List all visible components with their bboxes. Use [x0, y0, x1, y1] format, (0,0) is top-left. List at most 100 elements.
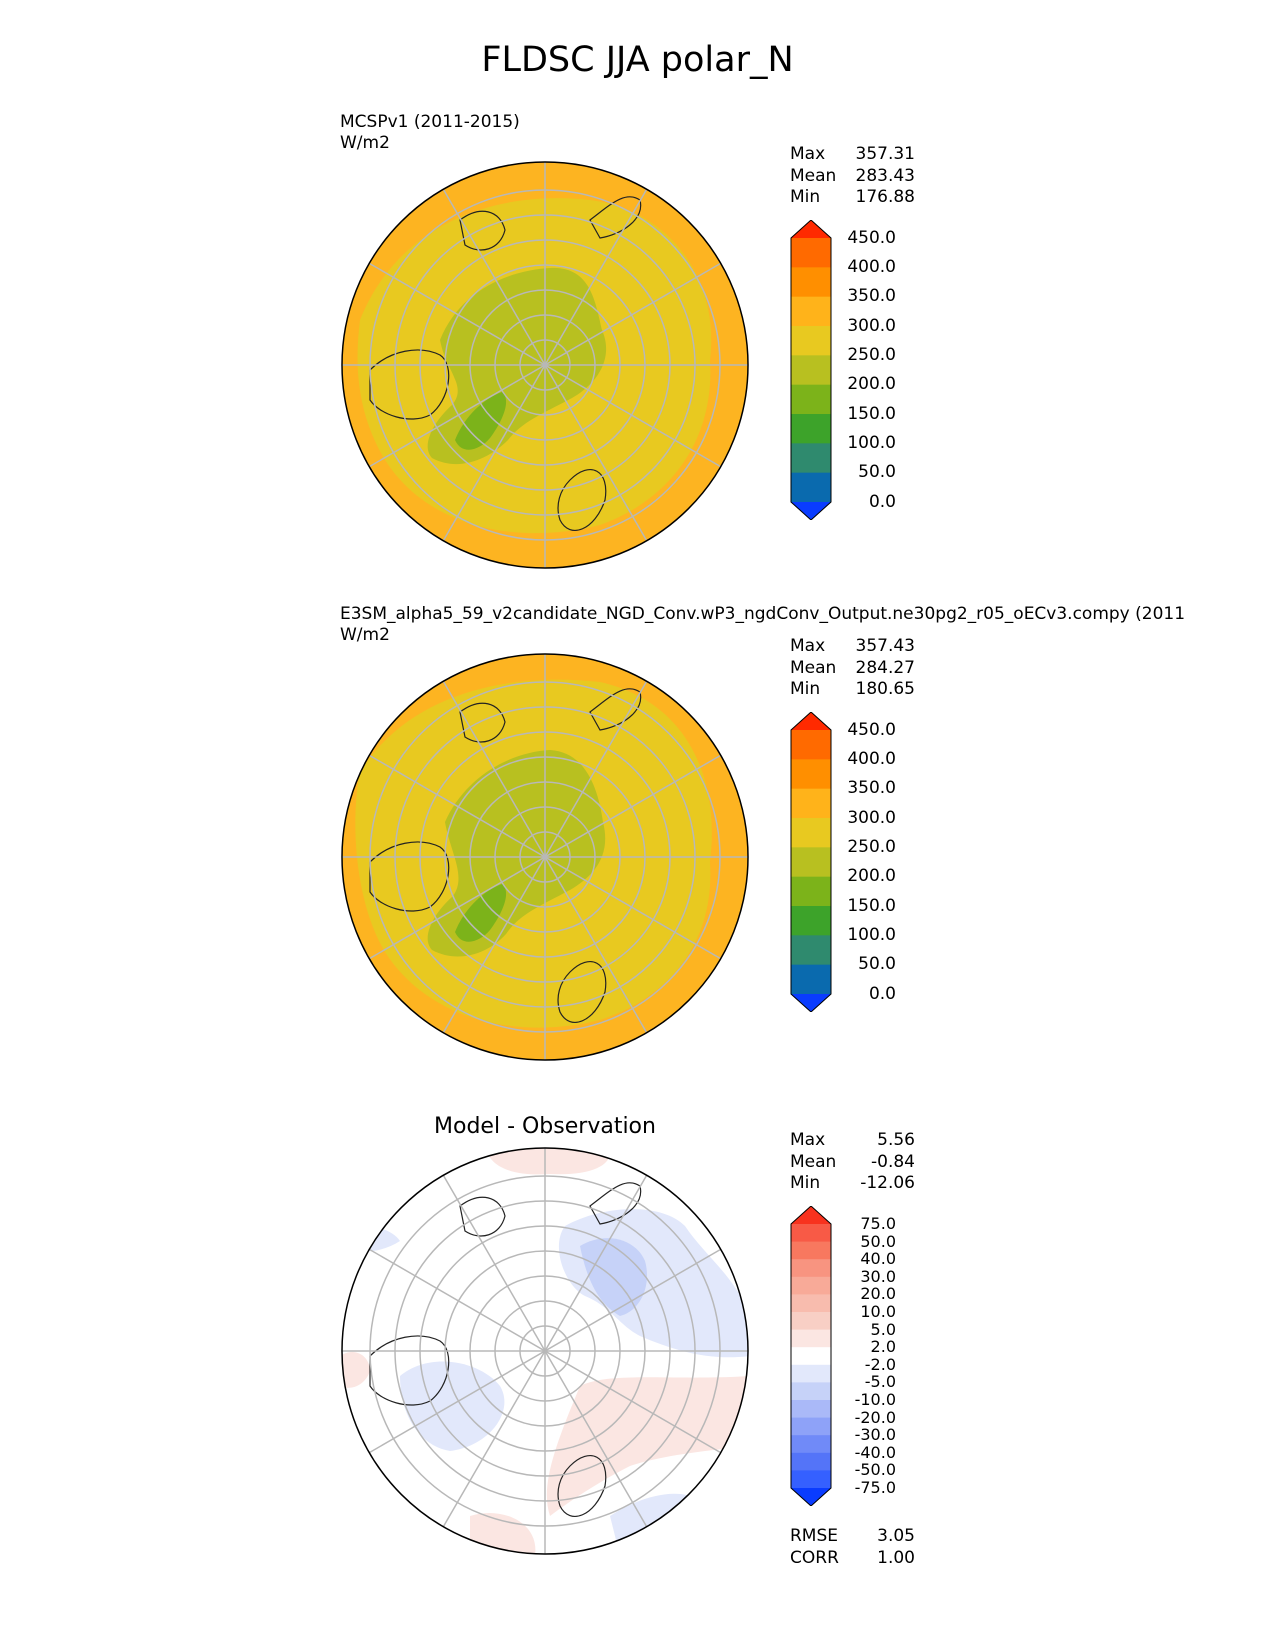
- corr-value: 1.00: [877, 1547, 915, 1568]
- colorbar-tick-label: -20.0: [854, 1407, 896, 1427]
- colorbar-segment: [791, 443, 831, 474]
- panel1-graticule: [342, 162, 748, 568]
- colorbar-tick-label: -5.0: [864, 1372, 896, 1392]
- colorbar-tick-label: 0.0: [868, 491, 896, 512]
- panel3-metrics: RMSE 3.05 CORR 1.00: [790, 1526, 915, 1569]
- panel1-polar-map: [341, 161, 749, 569]
- colorbar-extend-min: [791, 1488, 831, 1506]
- panel1-title: MCSPv1 (2011-2015): [340, 112, 520, 132]
- colorbar-tick-label: 150.0: [847, 895, 896, 916]
- colorbar-tick-label: 40.0: [860, 1249, 896, 1269]
- colorbar-segment: [791, 788, 831, 819]
- panel3-negative-patch-2: [400, 1361, 505, 1451]
- colorbar-tick-label: 100.0: [847, 432, 896, 453]
- colorbar-segment: [791, 472, 831, 503]
- colorbar-segment: [791, 355, 831, 386]
- panel2-colorbar-labels: 450.0 400.0 350.0 300.0 250.0 200.0 150.0 100.0…: [836, 712, 896, 1012]
- colorbar-segment: [791, 1417, 831, 1436]
- panel3-stats: Max 5.56 Mean -0.84 Min -12.06: [790, 1130, 915, 1195]
- colorbar-segment: [791, 1400, 831, 1419]
- panel1-coastlines: [369, 196, 642, 531]
- colorbar-tick-label: 0.0: [868, 983, 896, 1004]
- colorbar-segment: [791, 730, 831, 760]
- panel3-title: Model - Observation: [434, 1114, 656, 1139]
- colorbar-tick-label: 250.0: [847, 836, 896, 857]
- stat-value: 284.27: [855, 657, 915, 678]
- stat-value: 357.43: [855, 636, 915, 656]
- panel1-units: W/m2: [340, 133, 390, 153]
- colorbar-segment: [791, 1470, 831, 1489]
- panel2-map-boundary: [341, 653, 749, 1061]
- panel3-negative-core: [580, 1238, 648, 1316]
- stat-value: 176.88: [855, 187, 915, 207]
- colorbar-segment: [791, 818, 831, 848]
- panel2-units: W/m2: [340, 625, 390, 645]
- panel1-map-boundary: [341, 161, 749, 569]
- colorbar-segment: [791, 267, 831, 298]
- colorbar-segment: [791, 906, 831, 936]
- rmse-value: 3.05: [877, 1526, 915, 1546]
- colorbar-tick-label: 350.0: [847, 778, 896, 799]
- colorbar-segment: [791, 1347, 831, 1366]
- colorbar-segment: [791, 1294, 831, 1313]
- colorbar-segment: [791, 759, 831, 790]
- colorbar-segment: [791, 1452, 831, 1471]
- panel3-map-boundary: [341, 1147, 749, 1555]
- panel3-colorbar-labels: 75.0 50.0 40.0 30.0 20.0 10.0 5.0 2.0 -2.0 -5.0 -1…: [836, 1206, 896, 1506]
- colorbar-tick-label: 350.0: [847, 286, 896, 307]
- colorbar-outline: [790, 712, 832, 1012]
- stat-label: Mean: [790, 1151, 837, 1172]
- colorbar-tick-label: 400.0: [847, 256, 896, 277]
- panel2-polar-map: [341, 653, 749, 1061]
- colorbar-tick-label: 200.0: [847, 866, 896, 887]
- colorbar-tick-label: 300.0: [847, 315, 896, 336]
- colorbar-segment: [791, 238, 831, 268]
- panel3-coastlines: [369, 1182, 642, 1517]
- colorbar-tick-label: 10.0: [860, 1302, 896, 1321]
- panel1-colorbar-labels: 450.0 400.0 350.0 300.0 250.0 200.0 150.0 100.0…: [836, 220, 896, 520]
- colorbar-segment: [791, 876, 831, 907]
- stat-value: -12.06: [860, 1173, 915, 1193]
- colorbar-outline: [790, 220, 832, 520]
- colorbar-segment: [791, 1435, 831, 1454]
- stat-label: Mean: [790, 657, 837, 678]
- colorbar-tick-label: 450.0: [847, 227, 896, 248]
- colorbar-segment: [791, 1224, 831, 1243]
- stat-label: Max: [790, 144, 826, 164]
- stat-label: Mean: [790, 165, 837, 186]
- colorbar-segment: [791, 296, 831, 327]
- stat-label: Min: [790, 679, 821, 699]
- panel2-graticule: [342, 654, 748, 1060]
- stat-label: Max: [790, 1130, 826, 1150]
- rmse-label: RMSE: [790, 1526, 839, 1546]
- colorbar-segment: [791, 384, 831, 415]
- colorbar-outline: [790, 1206, 832, 1506]
- colorbar-segment: [791, 1364, 831, 1383]
- corr-label: CORR: [790, 1547, 839, 1568]
- colorbar-segment: [791, 1276, 831, 1295]
- colorbar-tick-label: 200.0: [847, 374, 896, 395]
- figure-title: FLDSC JJA polar_N: [481, 40, 794, 80]
- colorbar-segment: [791, 1329, 831, 1348]
- colorbar-tick-label: 100.0: [847, 924, 896, 945]
- panel3-polar-map: [341, 1147, 749, 1555]
- colorbar-tick-label: 50.0: [858, 462, 896, 483]
- colorbar-tick-label: 30.0: [860, 1266, 896, 1286]
- colorbar-tick-label: 400.0: [847, 748, 896, 769]
- colorbar-segment: [791, 414, 831, 444]
- stat-label: Min: [790, 187, 821, 207]
- colorbar-extend-min: [791, 502, 831, 520]
- colorbar-segment: [791, 964, 831, 995]
- colorbar-tick-label: -2.0: [864, 1354, 896, 1374]
- colorbar-tick-label: 50.0: [860, 1231, 896, 1251]
- colorbar-tick-label: -75.0: [854, 1478, 896, 1497]
- colorbar-segment: [791, 1241, 831, 1260]
- stat-value: 357.31: [855, 144, 915, 164]
- colorbar-segment: [791, 935, 831, 966]
- colorbar-extend-max: [791, 220, 831, 238]
- colorbar-extend-min: [791, 994, 831, 1012]
- colorbar-tick-label: 2.0: [870, 1337, 896, 1357]
- colorbar-extend-max: [791, 1206, 831, 1224]
- stat-value: -0.84: [871, 1151, 915, 1172]
- panel2-title: E3SM_alpha5_59_v2candidate_NGD_Conv.wP3_…: [340, 604, 1186, 624]
